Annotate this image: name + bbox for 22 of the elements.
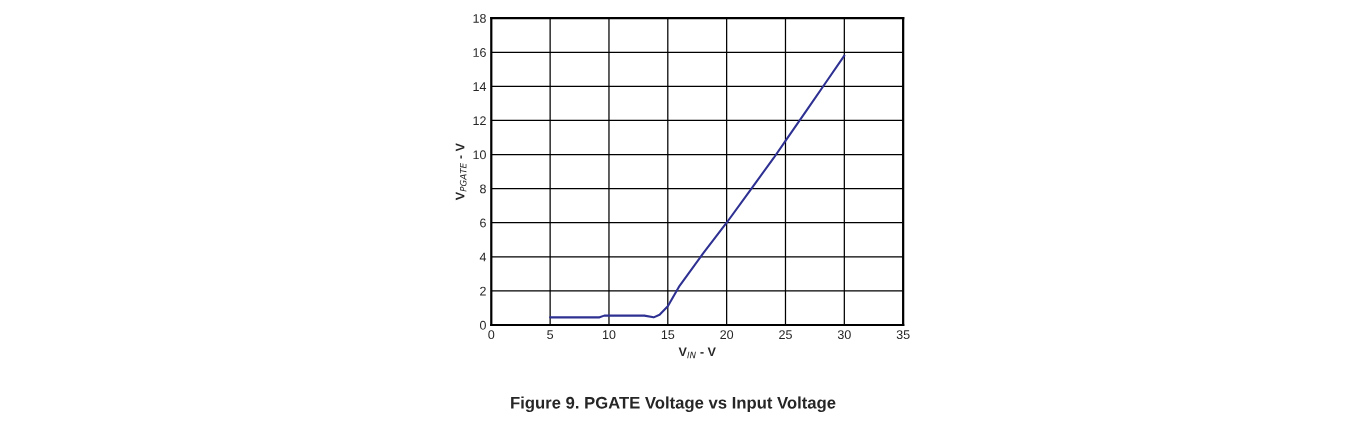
y-tick-label: 0 xyxy=(479,320,486,330)
y-tick-label: 2 xyxy=(480,286,486,296)
y-axis-title: V$_{PGATE}$ - V xyxy=(455,143,467,201)
y-tick-label: 16 xyxy=(473,48,486,57)
x-tick-label: 15 xyxy=(661,330,675,340)
x-tick-label: 35 xyxy=(896,330,910,340)
line-series xyxy=(549,54,846,319)
y-tick-label: 6 xyxy=(480,218,486,228)
y-tick-label: 12 xyxy=(473,116,486,125)
x-tick-label: 30 xyxy=(837,330,851,340)
x-axis-title: V$_{IN}$ - V xyxy=(678,347,716,359)
y-tick-label: 4 xyxy=(479,252,487,262)
y-tick-label: 8 xyxy=(480,184,486,194)
y-tick-label: 10 xyxy=(473,150,486,160)
text: Figure 9. PGATE Voltage vs Input Voltage xyxy=(511,396,836,413)
x-tick-label: 20 xyxy=(720,330,734,340)
x-tick-label: 5 xyxy=(547,330,554,340)
x-tick-label: 25 xyxy=(779,330,792,340)
y-tick-label: 18 xyxy=(473,14,486,23)
x-tick-label: 0 xyxy=(488,330,495,340)
y-tick-label: 14 xyxy=(473,82,487,91)
x-tick-label: 10 xyxy=(602,330,616,340)
